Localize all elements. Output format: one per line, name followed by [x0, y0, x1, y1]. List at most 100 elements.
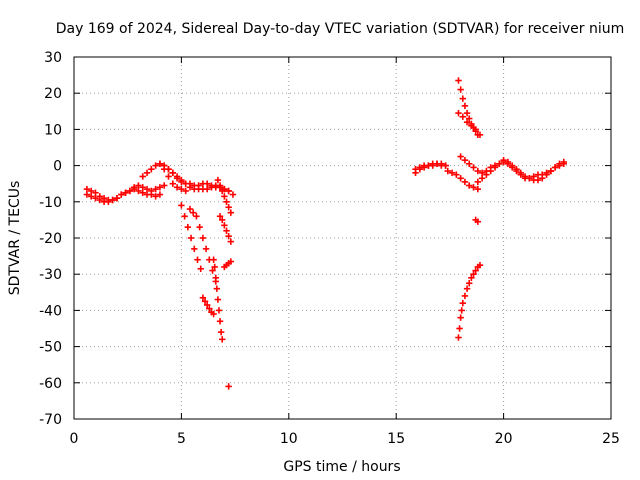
x-tick-label: 0 [70, 431, 79, 447]
data-point [416, 164, 424, 171]
data-point [468, 274, 475, 282]
data-point [474, 218, 482, 225]
data-point [156, 184, 164, 191]
data-point [517, 169, 524, 177]
data-point [191, 245, 198, 253]
data-point [148, 187, 155, 195]
data-point [463, 285, 471, 292]
data-point [448, 169, 456, 177]
y-tick-label: 10 [44, 122, 62, 138]
data-point [210, 256, 217, 263]
data-point [165, 173, 172, 180]
data-point [412, 166, 419, 173]
data-point [202, 245, 210, 253]
series-arc-16 [444, 167, 482, 193]
y-tick-label: 0 [53, 159, 62, 175]
data-point [229, 191, 237, 198]
data-point [468, 122, 475, 129]
data-point [483, 171, 490, 178]
data-point [135, 187, 142, 195]
data-point [461, 178, 469, 186]
data-point [459, 95, 466, 102]
data-point [487, 167, 494, 175]
data-point [152, 185, 159, 193]
y-tick-label: -40 [39, 303, 62, 319]
data-point [203, 301, 211, 309]
data-point [513, 166, 520, 173]
data-point [504, 158, 512, 166]
data-point [219, 187, 226, 195]
data-point [472, 267, 479, 274]
y-tick-label: -30 [39, 267, 62, 283]
chart-title: Day 169 of 2024, Sidereal Day-to-day VTE… [56, 21, 625, 37]
y-tick-labels: 30 20 10 0 -10 -20 -30 -40 -50 -60 -70 [39, 50, 62, 428]
data-point [551, 164, 559, 171]
data-point [178, 176, 185, 184]
data-point [457, 86, 464, 93]
series-arc-6 [178, 202, 204, 272]
data-point [470, 164, 477, 171]
data-point [466, 280, 473, 287]
data-point [203, 180, 211, 187]
data-point [466, 182, 473, 189]
x-tick-label: 5 [177, 431, 186, 447]
data-point [87, 193, 95, 200]
data-point [211, 263, 218, 271]
data-point [476, 131, 484, 139]
data-point [209, 267, 216, 274]
data-point [122, 189, 129, 196]
series-arc-21 [455, 261, 484, 341]
data-point [186, 184, 194, 191]
data-point [156, 191, 164, 198]
data-point [458, 307, 465, 314]
data-point [178, 202, 185, 209]
data-point [425, 162, 432, 169]
data-point [178, 185, 185, 193]
data-point [456, 325, 463, 332]
data-point [225, 232, 232, 240]
data-point [478, 175, 486, 182]
x-tick-label: 20 [495, 431, 513, 447]
data-point [227, 238, 235, 245]
data-point [152, 193, 159, 200]
y-axis-title: SDTVAR / TECUs [7, 181, 23, 296]
data-point [208, 184, 215, 191]
y-tick-label: -70 [39, 412, 62, 428]
data-point [87, 187, 95, 195]
data-point [474, 178, 482, 186]
data-point [212, 274, 219, 282]
data-point [156, 160, 164, 167]
data-point [453, 171, 460, 178]
grid-lines [74, 57, 611, 419]
data-point [526, 175, 533, 182]
series-arc-15 [412, 160, 449, 173]
data-point [457, 175, 464, 182]
data-point [206, 305, 213, 312]
series-arc-9 [210, 256, 226, 343]
data-point [201, 298, 209, 305]
data-point [478, 169, 486, 177]
data-point [184, 223, 192, 231]
data-point [169, 169, 177, 177]
data-point [181, 213, 188, 220]
data-point [92, 194, 99, 202]
data-point [461, 156, 469, 164]
data-point [444, 167, 451, 175]
data-point [466, 160, 473, 167]
y-tick-label: 20 [44, 86, 62, 102]
data-point [227, 258, 235, 265]
data-point [472, 126, 479, 133]
series-arc-5 [161, 166, 189, 195]
data-point [508, 162, 516, 169]
data-point [199, 294, 207, 301]
data-point [223, 227, 230, 234]
series-arc-8 [199, 294, 217, 318]
data-point [100, 194, 108, 202]
data-point [215, 307, 223, 314]
data-point [455, 77, 462, 84]
x-tick-label: 10 [280, 431, 298, 447]
data-point [455, 334, 462, 341]
data-point [148, 166, 155, 173]
data-point [210, 310, 217, 318]
data-point [139, 184, 146, 191]
